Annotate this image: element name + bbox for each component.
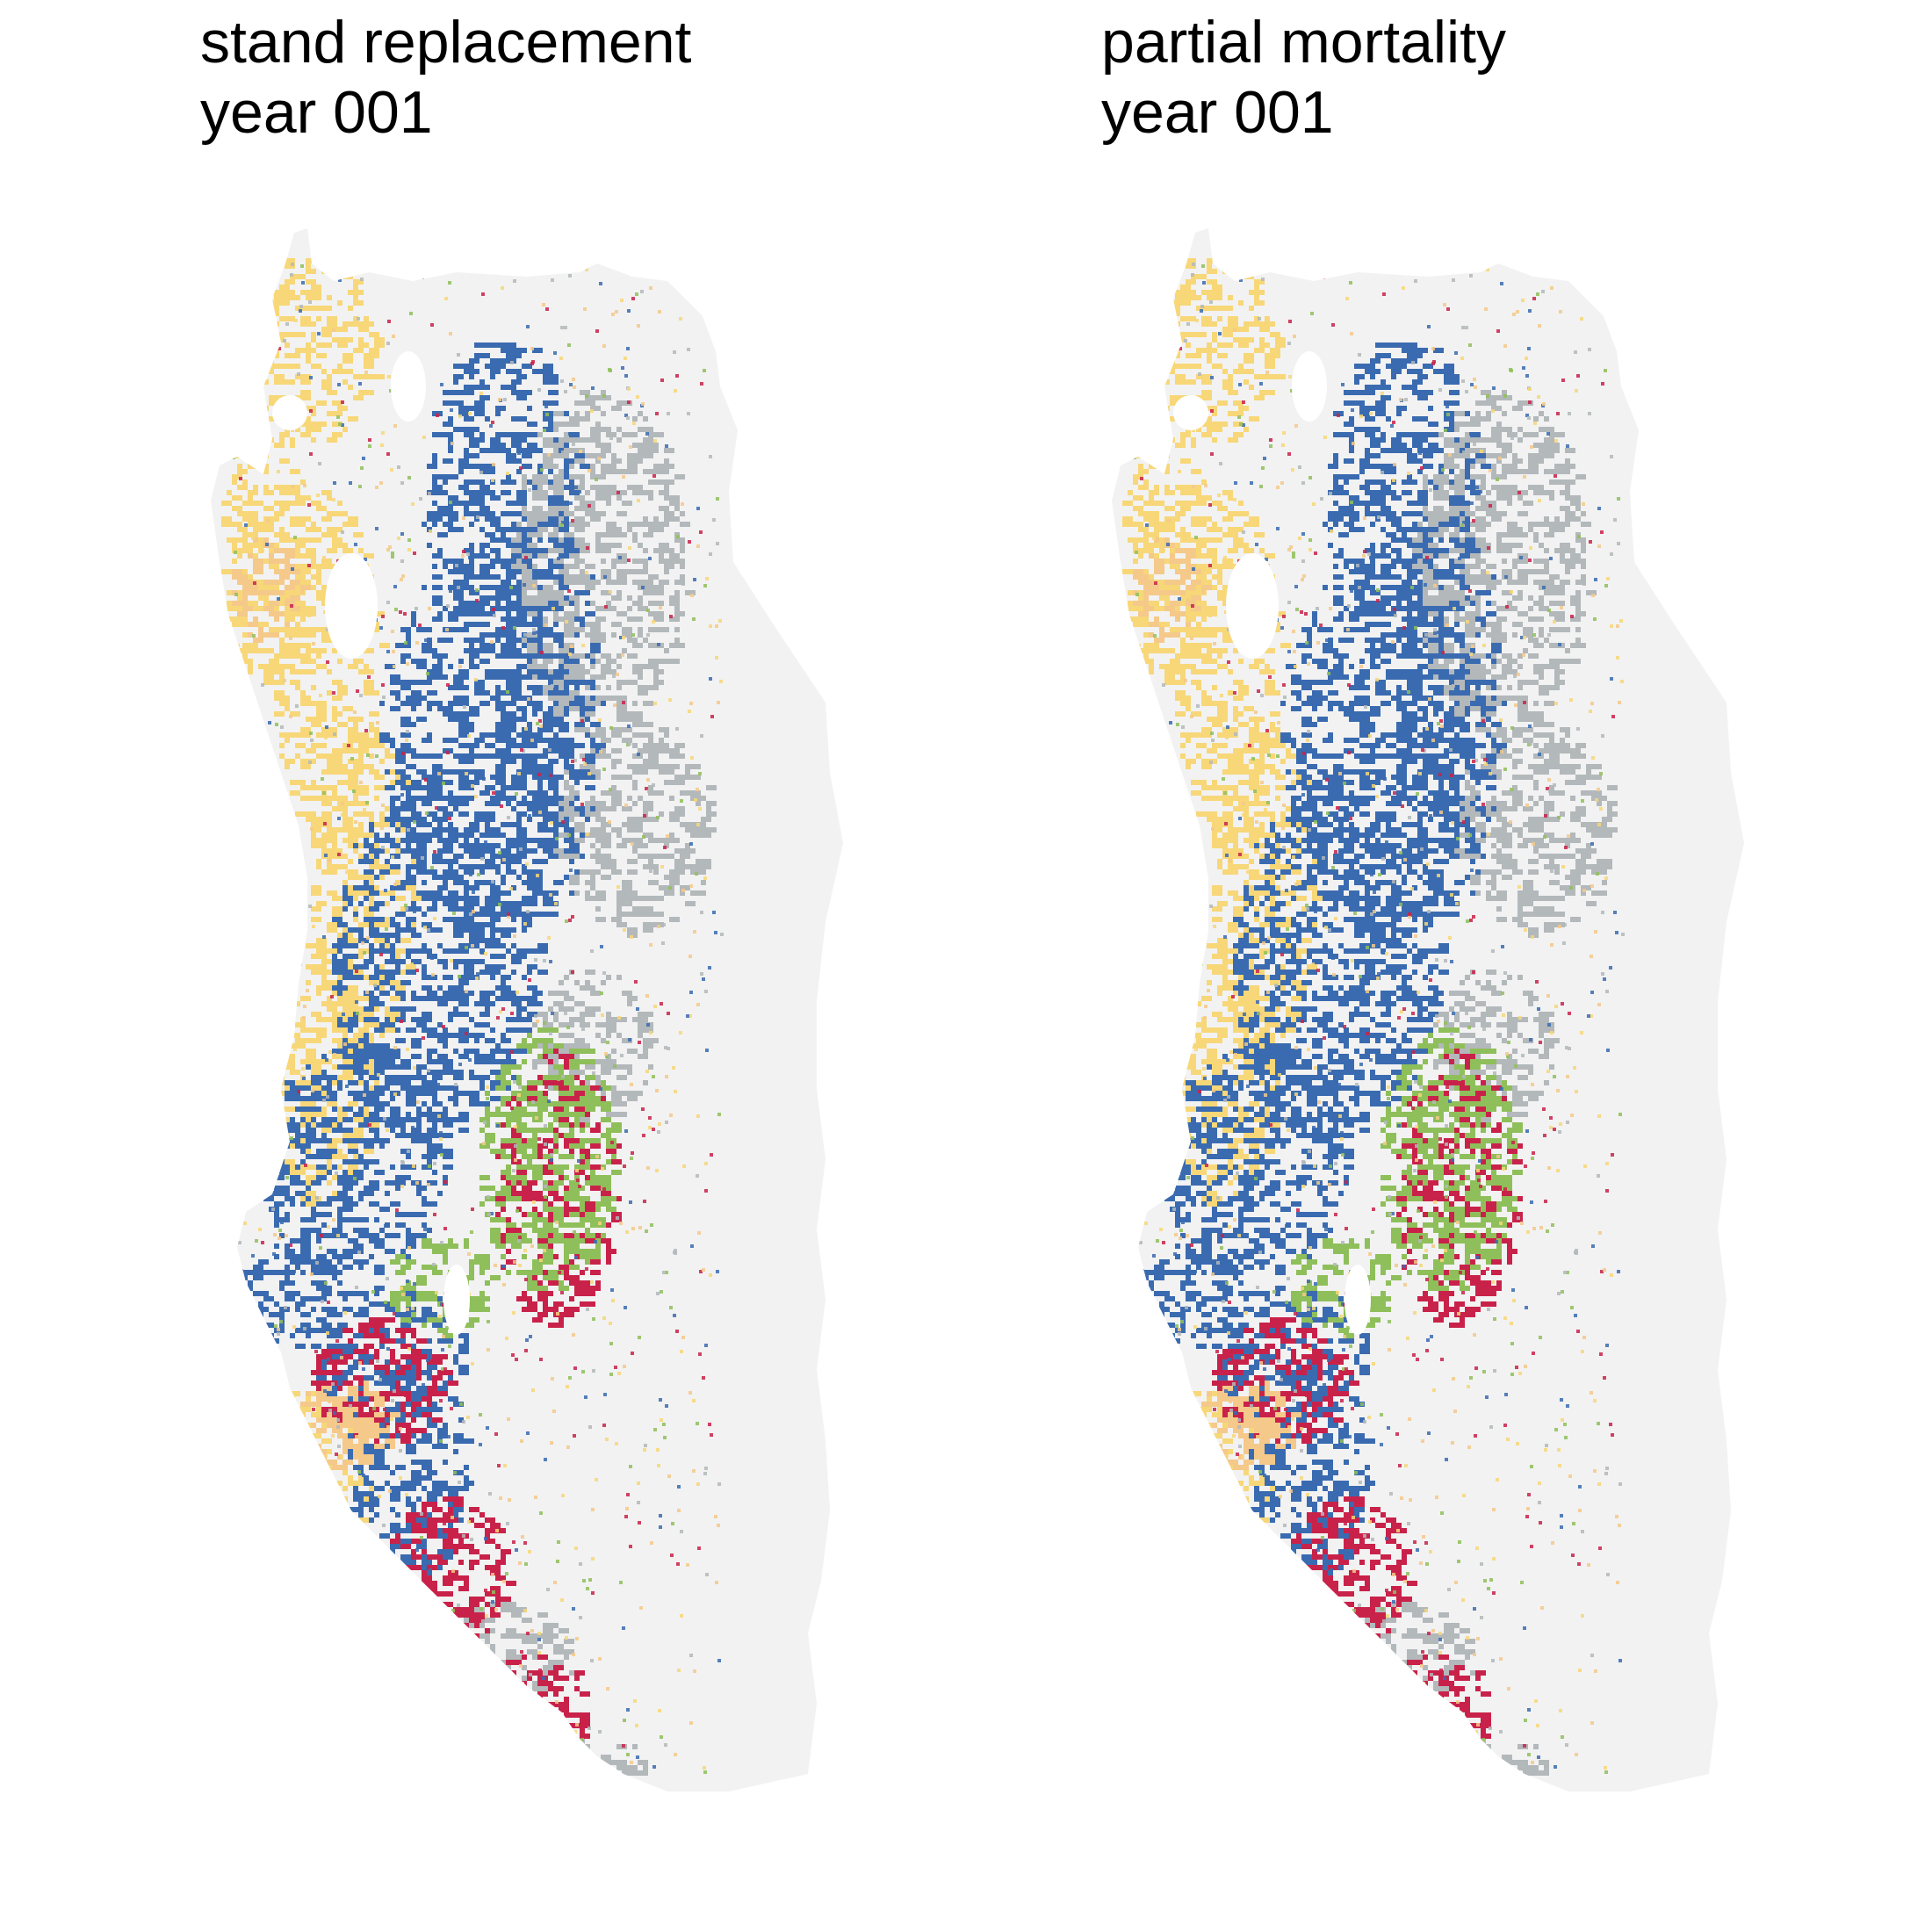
map-stand-replacement — [211, 228, 843, 1791]
panel-subtitle-line: year 001 — [200, 77, 691, 148]
panel-title-stand-replacement: stand replacement year 001 — [200, 7, 691, 148]
panel-title-partial-mortality: partial mortality year 001 — [1101, 7, 1506, 148]
map-raster-cells — [221, 248, 724, 1791]
panel-title-line: partial mortality — [1101, 7, 1506, 77]
map-partial-mortality — [1112, 228, 1744, 1791]
panel-subtitle-line: year 001 — [1101, 77, 1506, 148]
panel-title-line: stand replacement — [200, 7, 691, 77]
